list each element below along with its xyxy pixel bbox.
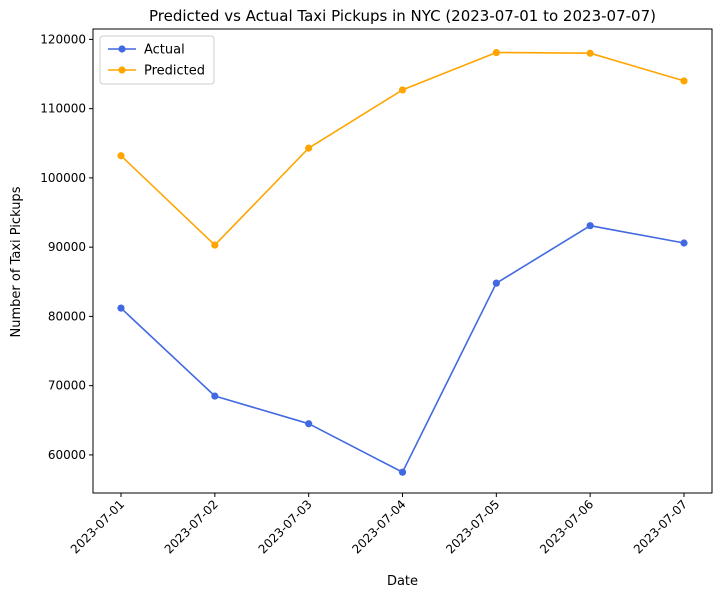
chart-title: Predicted vs Actual Taxi Pickups in NYC … (149, 7, 656, 25)
x-axis-label: Date (387, 574, 418, 589)
legend: Actual Predicted (99, 35, 215, 85)
plot-area: 2023-07-01: 81200 2023-07-02: 68500 2023-0… (117, 48, 688, 476)
x-tick-label: 2023-07-06 (537, 497, 596, 556)
data-point-predicted: 2023-07-01: 103200 (117, 152, 125, 160)
x-tick-label: 2023-07-07 (631, 497, 690, 556)
axes: 60000 70000 80000 90000 100000 110000 120000 20… (40, 28, 713, 556)
legend-marker-predicted (118, 66, 126, 74)
axes-frame (92, 28, 713, 494)
y-tick-label: 110000 (40, 102, 86, 116)
legend-box (99, 35, 215, 85)
y-tick-label: 100000 (40, 171, 86, 185)
legend-marker-actual (118, 45, 126, 53)
data-point-actual: 2023-07-06: 93100 (586, 222, 594, 230)
data-point-actual: 2023-07-05: 84800 (492, 279, 500, 287)
data-point-predicted: 2023-07-07: 114000 (680, 77, 688, 85)
y-axis-label: Number of Taxi Pickups (9, 186, 24, 337)
x-tick-label: 2023-07-02 (162, 497, 221, 556)
data-point-predicted: 2023-07-06: 118000 (586, 49, 594, 57)
legend-label-predicted: Predicted (144, 64, 205, 79)
y-tick-label: 70000 (48, 379, 86, 393)
x-tick-label: 2023-07-03 (256, 497, 315, 556)
data-point-predicted: 2023-07-05: 118100 (492, 48, 500, 57)
data-point-actual: 2023-07-01: 81200 (117, 304, 125, 312)
y-tick-label: 90000 (48, 240, 86, 254)
y-tick-label: 80000 (48, 309, 86, 323)
data-point-actual: 2023-07-07: 90600 (680, 239, 688, 247)
y-tick-label: 60000 (48, 448, 86, 462)
legend-label-actual: Actual (144, 43, 185, 58)
data-point-predicted: 2023-07-04: 112700 (398, 86, 407, 94)
data-point-actual: 2023-07-03: 64500 (305, 420, 313, 428)
y-tick-label: 120000 (40, 32, 86, 46)
data-point-actual: 2023-07-04: 57500 (398, 468, 407, 476)
data-point-predicted: 2023-07-03: 104300 (305, 144, 313, 152)
x-tick-label: 2023-07-04 (349, 497, 408, 556)
data-point-predicted: 2023-07-02: 90300 (211, 241, 219, 249)
data-point-actual: 2023-07-02: 68500 (211, 392, 219, 400)
x-tick-label: 2023-07-05 (443, 497, 502, 556)
series-line-actual (120, 224, 685, 474)
x-tick-label: 2023-07-01 (68, 497, 127, 556)
